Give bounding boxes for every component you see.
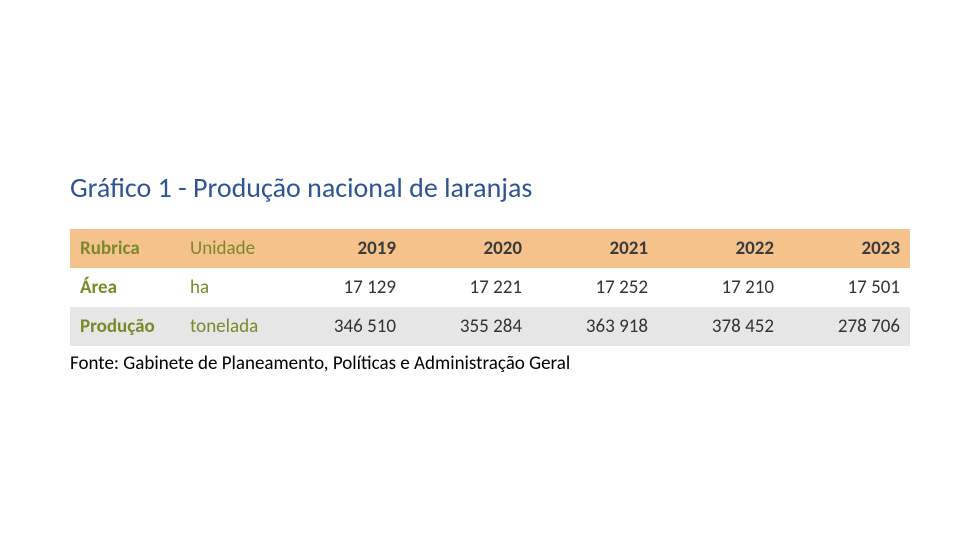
cell: 17 210 [658,268,784,307]
cell: 378 452 [658,307,784,346]
table-row: Produção tonelada 346 510 355 284 363 91… [70,307,910,346]
cell: 17 221 [406,268,532,307]
cell: 346 510 [280,307,406,346]
page-container: Gráfico 1 - Produção nacional de laranja… [0,0,980,375]
row-label: Área [70,268,180,307]
row-unit: ha [180,268,280,307]
row-unit: tonelada [180,307,280,346]
cell: 363 918 [532,307,658,346]
data-table: Rubrica Unidade 2019 2020 2021 2022 2023… [70,229,910,346]
table-row: Área ha 17 129 17 221 17 252 17 210 17 5… [70,268,910,307]
header-year-3: 2022 [658,229,784,268]
header-rubrica: Rubrica [70,229,180,268]
row-label: Produção [70,307,180,346]
cell: 17 501 [784,268,910,307]
header-year-4: 2023 [784,229,910,268]
header-year-0: 2019 [280,229,406,268]
source-text: Fonte: Gabinete de Planeamento, Política… [70,352,910,375]
header-year-1: 2020 [406,229,532,268]
cell: 17 129 [280,268,406,307]
header-unidade: Unidade [180,229,280,268]
page-title: Gráfico 1 - Produção nacional de laranja… [70,170,910,205]
cell: 17 252 [532,268,658,307]
table-header-row: Rubrica Unidade 2019 2020 2021 2022 2023 [70,229,910,268]
header-year-2: 2021 [532,229,658,268]
cell: 278 706 [784,307,910,346]
cell: 355 284 [406,307,532,346]
